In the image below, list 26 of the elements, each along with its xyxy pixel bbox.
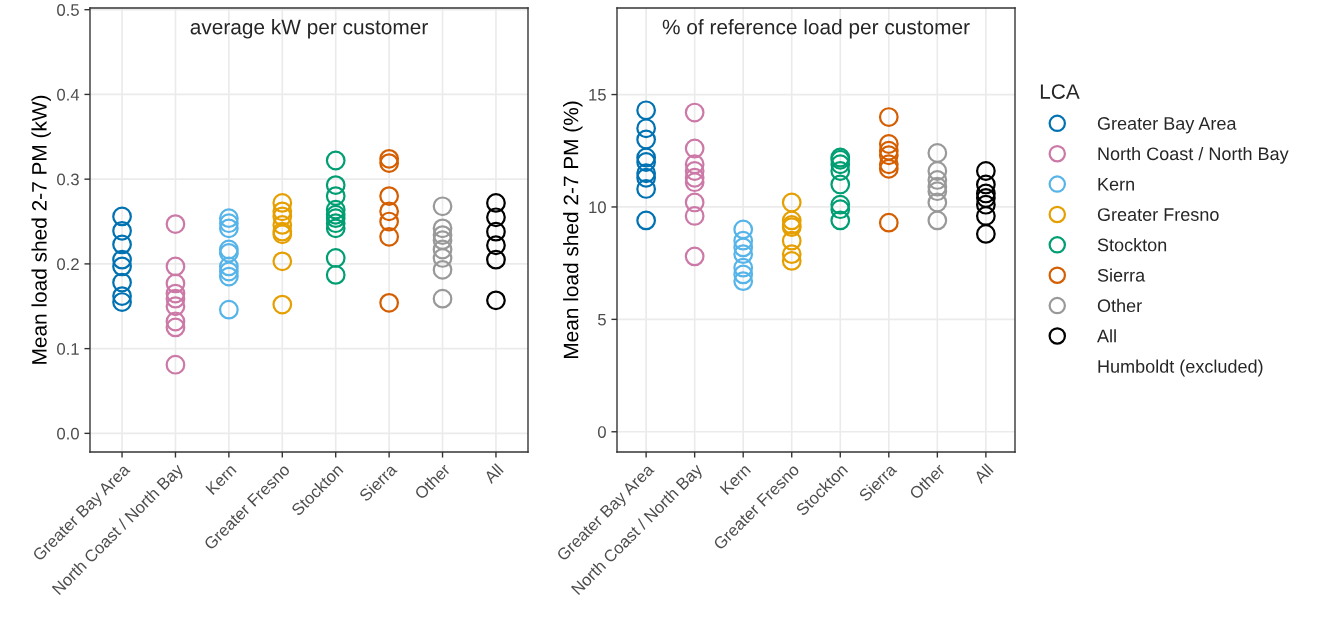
y-tick-label: 5 [597, 313, 606, 326]
chart-title: average kW per customer [190, 19, 428, 39]
legend-label: All [1097, 329, 1116, 343]
legend-label: Sierra [1097, 268, 1146, 282]
legend-label: Other [1097, 298, 1142, 313]
y-tick-label: 15 [589, 89, 606, 101]
y-tick-label: 0.3 [57, 173, 79, 186]
x-tick-label: All [482, 463, 504, 485]
y-tick-label: 0.4 [57, 88, 80, 101]
legend-title: LCA [1040, 84, 1080, 99]
legend-label: Greater Fresno [1097, 208, 1219, 221]
legend-label: North Coast / North Bay [1098, 146, 1289, 164]
legend-label: Greater Bay Area [1097, 117, 1237, 134]
y-tick-label: 0.1 [57, 343, 79, 355]
text: Humboldt (excluded) [1098, 359, 1263, 377]
y-axis-title: Mean load shed 2-7 PM (%) [563, 101, 583, 358]
y-tick-label: 0.5 [57, 4, 79, 16]
legend-label: Stockton [1097, 238, 1167, 252]
y-axis-title: Mean load shed 2-7 PM (kW) [31, 95, 51, 364]
x-tick-label: All [972, 463, 994, 485]
y-tick-label: 10 [589, 201, 606, 214]
y-tick-label: 0 [597, 426, 606, 438]
chart-title: % of reference load per customer [662, 19, 970, 39]
legend-label: Kern [1098, 177, 1134, 191]
y-tick-label: 0.0 [57, 427, 79, 440]
y-tick-label: 0.2 [57, 258, 79, 271]
